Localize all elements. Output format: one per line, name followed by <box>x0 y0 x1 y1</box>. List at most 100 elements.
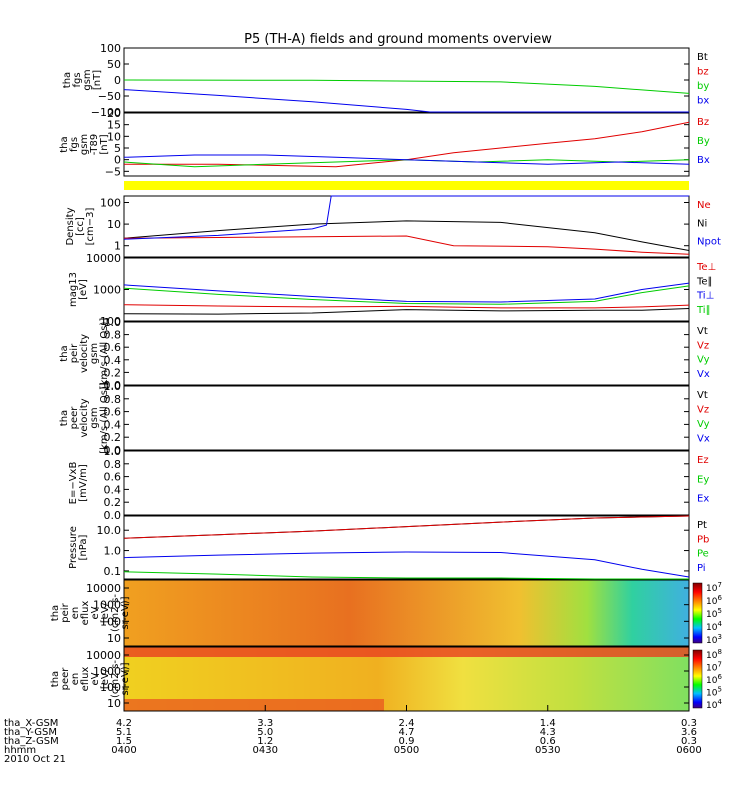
legend-Ez: Ez <box>697 455 709 466</box>
spectrogram-peir_spec <box>124 580 689 646</box>
y-tick-label: 5 <box>114 142 121 155</box>
series-line-green <box>123 571 689 580</box>
y-axis-label: tha <box>59 410 70 426</box>
y-tick-label: 0.6 <box>104 406 122 419</box>
legend-Te∥: Te∥ <box>696 276 713 287</box>
xaxis-value: 0500 <box>394 745 419 756</box>
xaxis-value: 1.5 <box>116 736 132 747</box>
series-line-red <box>123 515 690 539</box>
y-tick-label: 0.2 <box>104 431 122 444</box>
y-tick-label: 100 <box>100 615 121 628</box>
spectrogram-band <box>124 699 384 711</box>
legend-Vx: Vx <box>697 434 710 445</box>
legend-bz: bz <box>697 67 709 78</box>
y-tick-label: 0.0 <box>104 509 122 522</box>
y-axis-label: [mV/m] <box>78 464 89 502</box>
legend-By: By <box>697 136 710 147</box>
y-axis-label: [eV/ <box>100 602 111 623</box>
y-tick-label: −5 <box>105 165 121 178</box>
y-axis-label: peer <box>69 406 80 430</box>
legend-Vt: Vt <box>697 390 708 401</box>
xaxis-value: 3.6 <box>681 727 697 738</box>
y-tick-label: 10 <box>107 130 121 143</box>
y-tick-label: 1 <box>114 240 121 253</box>
colorbar-label: 105 <box>706 607 722 620</box>
legend-bx: bx <box>697 96 709 107</box>
panel-frame <box>123 515 690 580</box>
y-tick-label: 10000 <box>86 649 121 662</box>
y-tick-label: 0.6 <box>104 471 122 484</box>
x-axis-annotation: tha_X-GSM 4.2 3.3 2.4 1.4 0.3 tha_Y-GSM 5.1 5.0 4… <box>4 705 702 765</box>
legend-Ex: Ex <box>697 494 709 505</box>
y-axis-label: [km/s (All Qs)] <box>99 382 110 454</box>
y-axis-label: gsm <box>82 69 93 90</box>
legend-Ne: Ne <box>697 200 711 211</box>
legend-Ni: Ni <box>697 218 707 229</box>
y-axis-label: velocity <box>79 398 90 437</box>
series-line-black <box>123 220 690 251</box>
y-axis-label: tha <box>59 345 70 361</box>
y-axis-label: Density <box>65 207 76 245</box>
panel-frame <box>123 385 690 451</box>
y-axis-label: eV <box>90 672 101 685</box>
series-line-blue <box>123 282 690 303</box>
xaxis-value: 0.6 <box>540 736 556 747</box>
y-tick-label: 0.8 <box>104 393 122 406</box>
xaxis-value: 4.7 <box>399 727 415 738</box>
y-axis-label: tha <box>50 605 61 621</box>
y-tick-label: 0.6 <box>104 341 122 354</box>
y-axis-label: E=−VxB <box>68 462 79 505</box>
y-tick-label: 1000 <box>93 665 121 678</box>
y-axis-label: sr-eV)] <box>120 596 131 629</box>
legend-Vz: Vz <box>697 405 709 416</box>
panel-frame <box>123 321 690 386</box>
panel-fgs: 100 50 0 −50 −100 tha fgs gsm [nT] Bt bz by bx <box>62 42 709 119</box>
panel-frame <box>123 579 690 647</box>
colorbar-label: 106 <box>706 594 722 607</box>
series-line-blue <box>123 89 689 113</box>
xaxis-row-label: tha_Z-GSM <box>4 736 59 747</box>
legend-Bz: Bz <box>697 117 709 128</box>
y-axis-label: (cm2-s- <box>110 594 121 632</box>
y-tick-label: 0.0 <box>104 379 122 392</box>
y-tick-label: 10.0 <box>97 524 122 537</box>
legend-Pi: Pi <box>697 563 706 574</box>
y-axis-label: tha <box>62 72 73 88</box>
xaxis-value: 0430 <box>253 745 278 756</box>
colorbar-label: 105 <box>706 686 722 699</box>
y-tick-label: 10000 <box>86 252 121 265</box>
y-tick-label: 1.0 <box>104 316 122 329</box>
y-tick-label: 1.0 <box>104 380 122 393</box>
y-tick-label: −100 <box>91 106 121 119</box>
y-axis-label: [eV] <box>78 279 89 300</box>
y-tick-label: 0.8 <box>104 458 122 471</box>
y-axis-label: [nT] <box>92 70 103 90</box>
y-axis-label: eV <box>90 606 101 619</box>
y-tick-label: 10 <box>107 218 121 231</box>
y-axis-label: eflux <box>80 667 91 692</box>
y-axis-label: [eV/ <box>100 668 111 689</box>
series-line-red <box>124 121 690 168</box>
xaxis-row-label: tha_X-GSM <box>4 718 58 729</box>
series-line-red <box>123 304 690 309</box>
y-tick-label: 100 <box>100 42 121 55</box>
y-axis-label: [km/s (All Qs)] <box>99 318 110 390</box>
series-line-blue <box>123 551 690 578</box>
xaxis-value: 3.3 <box>257 718 273 729</box>
y-tick-label: 1.0 <box>104 445 122 458</box>
y-axis-label: tha <box>59 136 70 152</box>
y-axis-label: peir <box>60 602 71 622</box>
xaxis-value: 1.4 <box>540 718 556 729</box>
y-tick-label: 1000 <box>93 599 121 612</box>
xaxis-row-label: hhmm <box>4 745 36 756</box>
colorbar-label: 108 <box>706 648 722 661</box>
series-line-green <box>123 159 690 168</box>
y-tick-label: 0 <box>114 74 121 87</box>
y-tick-label: 10 <box>107 632 121 645</box>
